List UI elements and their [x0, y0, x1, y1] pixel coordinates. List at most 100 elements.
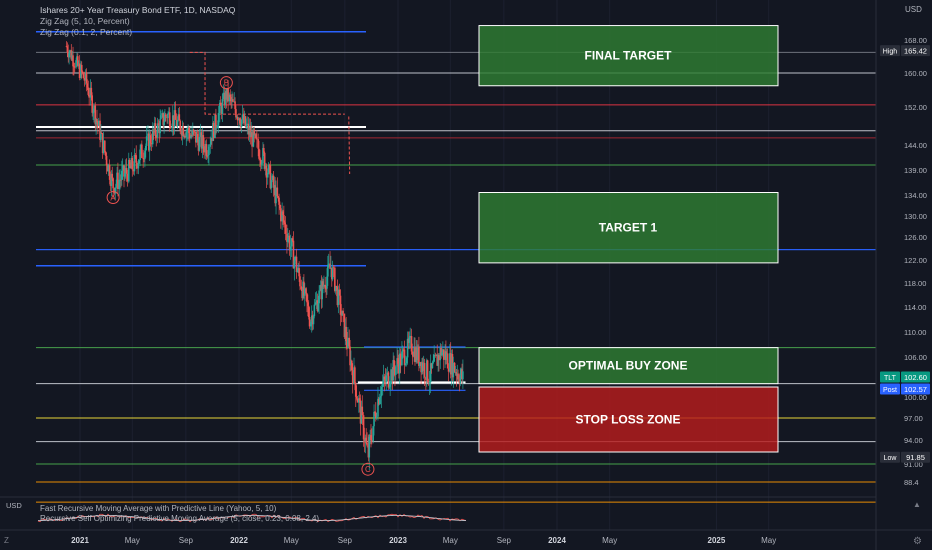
candle-body: [447, 368, 450, 372]
candle-body: [413, 346, 415, 357]
candle-body: [282, 211, 284, 216]
candle-body: [100, 133, 103, 134]
indicator-label-1[interactable]: Zig Zag (5, 10, Percent): [40, 16, 130, 26]
candle-body: [418, 346, 420, 366]
zone-optimal-buy-zone[interactable]: [478, 347, 779, 385]
candle-body: [329, 263, 331, 269]
scroll-up-icon[interactable]: ▲: [913, 500, 921, 509]
candle-body: [243, 116, 246, 124]
candle-body: [382, 376, 385, 384]
candle-body: [204, 144, 207, 153]
candle-body: [193, 131, 196, 133]
subpanel-indicator-2[interactable]: Recursive Self Optimizing Predictive Mov…: [40, 514, 319, 523]
candle-body: [97, 122, 99, 126]
x-tick-label: May: [602, 536, 617, 545]
price-marker-tag: [880, 45, 900, 57]
zone-stop-loss-zone[interactable]: [478, 386, 779, 453]
candle-body: [319, 284, 322, 291]
zone-target-1[interactable]: [478, 192, 779, 264]
candle-body: [320, 284, 323, 300]
y-tick-label: 160.00: [904, 69, 927, 78]
candle-body: [263, 148, 265, 153]
candle-body: [369, 435, 371, 437]
candle-body: [191, 134, 193, 136]
candle-body: [227, 88, 229, 102]
candle-body: [110, 173, 113, 186]
candle-body: [73, 66, 76, 68]
candle-body: [184, 135, 186, 138]
candle-body: [378, 397, 381, 405]
candle-body: [358, 398, 361, 401]
candle-body: [212, 122, 214, 142]
candle-body: [230, 97, 232, 102]
zoom-icon[interactable]: Z: [4, 536, 9, 545]
candle-body: [222, 92, 225, 100]
candle-body: [121, 170, 123, 180]
candle-body: [300, 286, 303, 290]
candle-body: [378, 398, 380, 405]
candle-body: [220, 105, 223, 115]
candle-body: [195, 131, 197, 143]
candle-body: [350, 360, 352, 366]
candle-body: [97, 120, 100, 126]
candle-body: [217, 113, 220, 126]
candle-body: [66, 46, 69, 53]
zone-final-target[interactable]: [478, 25, 779, 87]
subpanel-currency-label: USD: [6, 501, 22, 510]
candle-body: [255, 134, 257, 139]
candle-body: [354, 367, 356, 384]
subpanel-indicator-1[interactable]: Fast Recursive Moving Average with Predi…: [40, 504, 277, 513]
candle-body: [119, 179, 121, 181]
candle-body: [438, 355, 440, 361]
candle-body: [343, 313, 346, 338]
candle-body: [252, 129, 255, 147]
candle-body: [426, 360, 429, 381]
candle-body: [370, 435, 372, 441]
candle-body: [232, 99, 234, 102]
candle-body: [368, 436, 371, 458]
candle-body: [366, 442, 368, 446]
candle-body: [214, 114, 216, 139]
candle-body: [283, 215, 285, 223]
candle-body: [442, 349, 444, 353]
candle-body: [435, 354, 438, 356]
candle-body: [326, 276, 328, 289]
candle-body: [453, 362, 456, 373]
candle-body: [356, 398, 359, 403]
candle-body: [163, 121, 165, 126]
candle-body: [178, 114, 181, 121]
pivot-marker-a: [106, 191, 120, 204]
candle-body: [377, 398, 379, 417]
indicator-label-2[interactable]: Zig Zag (0.1, 2, Percent): [40, 27, 132, 37]
candle-body: [296, 270, 299, 272]
candle-body: [174, 110, 177, 120]
candle-body: [273, 185, 276, 188]
settings-gear-icon[interactable]: ⚙: [913, 536, 922, 547]
candle-body: [316, 300, 319, 311]
candle-body: [275, 187, 277, 204]
candle-body: [315, 300, 318, 303]
candle-body: [347, 337, 349, 348]
candle-body: [271, 175, 274, 181]
candle-body: [251, 132, 253, 147]
candle-body: [241, 114, 244, 120]
candle-body: [321, 281, 324, 300]
candle-body: [433, 354, 435, 362]
candle-body: [190, 134, 192, 139]
candle-body: [168, 112, 170, 114]
price-marker-value: 165.42: [904, 47, 927, 56]
zone-label: STOP LOSS ZONE: [576, 413, 681, 427]
x-tick-label: 2024: [548, 536, 566, 545]
candle-body: [208, 146, 210, 156]
y-tick-label: 144.00: [904, 141, 927, 150]
candle-body: [357, 398, 360, 403]
candle-body: [78, 63, 81, 78]
candle-body: [460, 369, 462, 376]
candle-body: [403, 349, 406, 366]
candle-body: [334, 267, 336, 291]
candle-body: [416, 346, 418, 360]
candle-body: [334, 285, 337, 291]
candle-body: [365, 437, 367, 443]
candle-body: [371, 440, 373, 441]
candle-body: [96, 119, 98, 123]
